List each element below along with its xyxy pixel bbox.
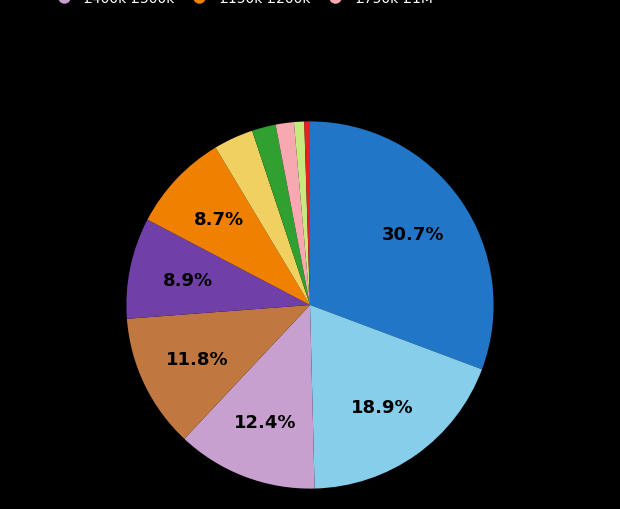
Wedge shape — [184, 305, 314, 489]
Wedge shape — [126, 220, 310, 319]
Text: 11.8%: 11.8% — [166, 350, 229, 368]
Text: 18.9%: 18.9% — [351, 398, 414, 416]
Wedge shape — [127, 305, 310, 439]
Wedge shape — [304, 122, 310, 305]
Text: 8.9%: 8.9% — [162, 271, 213, 289]
Wedge shape — [252, 125, 310, 305]
Wedge shape — [148, 148, 310, 305]
Wedge shape — [310, 305, 482, 489]
Text: 30.7%: 30.7% — [381, 225, 444, 243]
Wedge shape — [276, 123, 310, 305]
Legend: £300k-£400k, £250k-£300k, £400k-£500k, £200k-£250k, £500k-£750k, £150k-£200k, £1: £300k-£400k, £250k-£300k, £400k-£500k, £… — [45, 0, 575, 10]
Wedge shape — [216, 131, 310, 305]
Wedge shape — [310, 122, 494, 370]
Text: 12.4%: 12.4% — [234, 413, 297, 431]
Wedge shape — [294, 122, 310, 305]
Text: 8.7%: 8.7% — [194, 211, 244, 229]
